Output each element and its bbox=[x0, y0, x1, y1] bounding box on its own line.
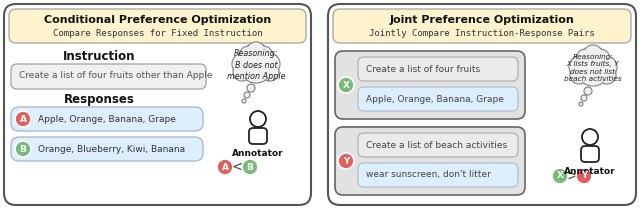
FancyBboxPatch shape bbox=[358, 87, 518, 111]
FancyBboxPatch shape bbox=[358, 57, 518, 81]
Circle shape bbox=[261, 63, 279, 81]
Circle shape bbox=[582, 129, 598, 145]
Circle shape bbox=[571, 67, 588, 83]
Text: wear sunscreen, don't litter: wear sunscreen, don't litter bbox=[366, 171, 491, 180]
Circle shape bbox=[552, 168, 568, 184]
Circle shape bbox=[599, 67, 615, 83]
Circle shape bbox=[246, 42, 266, 62]
Circle shape bbox=[239, 46, 259, 66]
Text: Conditional Preference Optimization: Conditional Preference Optimization bbox=[44, 15, 271, 25]
Circle shape bbox=[595, 56, 617, 78]
Circle shape bbox=[577, 53, 609, 85]
Circle shape bbox=[217, 159, 233, 175]
FancyBboxPatch shape bbox=[335, 51, 525, 119]
Circle shape bbox=[584, 87, 592, 95]
Circle shape bbox=[239, 49, 273, 83]
Circle shape bbox=[584, 46, 602, 64]
FancyBboxPatch shape bbox=[335, 127, 525, 195]
Circle shape bbox=[590, 49, 610, 69]
Circle shape bbox=[258, 53, 280, 75]
FancyBboxPatch shape bbox=[11, 107, 203, 131]
Circle shape bbox=[253, 46, 273, 66]
Circle shape bbox=[247, 43, 265, 61]
Circle shape bbox=[338, 77, 354, 93]
FancyBboxPatch shape bbox=[358, 133, 518, 157]
FancyBboxPatch shape bbox=[4, 4, 311, 205]
FancyBboxPatch shape bbox=[249, 128, 267, 144]
Circle shape bbox=[242, 99, 246, 103]
Circle shape bbox=[577, 50, 595, 68]
Circle shape bbox=[15, 141, 31, 157]
Circle shape bbox=[579, 102, 583, 106]
Circle shape bbox=[233, 54, 253, 74]
Circle shape bbox=[244, 92, 250, 98]
Circle shape bbox=[15, 111, 31, 127]
Circle shape bbox=[234, 64, 250, 80]
Text: B: B bbox=[20, 144, 26, 153]
FancyBboxPatch shape bbox=[11, 64, 206, 89]
Text: Create a list of four fruits: Create a list of four fruits bbox=[366, 65, 480, 74]
FancyBboxPatch shape bbox=[9, 9, 306, 43]
Circle shape bbox=[598, 66, 616, 84]
Circle shape bbox=[570, 66, 588, 84]
Text: Reasoning:
B does not
mention Apple: Reasoning: B does not mention Apple bbox=[227, 49, 285, 81]
FancyBboxPatch shape bbox=[358, 163, 518, 187]
Circle shape bbox=[250, 111, 266, 127]
Circle shape bbox=[576, 168, 592, 184]
Text: Joint Preference Optimization: Joint Preference Optimization bbox=[390, 15, 574, 25]
Text: >: > bbox=[566, 169, 578, 183]
Circle shape bbox=[233, 63, 251, 81]
FancyBboxPatch shape bbox=[333, 9, 631, 43]
Text: Annotator: Annotator bbox=[564, 167, 616, 176]
Text: A: A bbox=[221, 163, 228, 172]
Circle shape bbox=[570, 57, 590, 77]
Text: Apple, Orange, Banana, Grape: Apple, Orange, Banana, Grape bbox=[366, 94, 504, 103]
Text: Reasoning:
X lists fruits, Y
does not list
beach activities: Reasoning: X lists fruits, Y does not li… bbox=[564, 54, 622, 82]
Text: A: A bbox=[19, 115, 26, 124]
FancyBboxPatch shape bbox=[328, 4, 636, 205]
Text: X: X bbox=[342, 80, 349, 89]
Circle shape bbox=[262, 64, 278, 80]
Circle shape bbox=[338, 153, 354, 169]
Text: Y: Y bbox=[581, 172, 587, 181]
Text: Apple, Orange, Banana, Grape: Apple, Orange, Banana, Grape bbox=[38, 115, 176, 124]
Circle shape bbox=[240, 50, 272, 82]
Circle shape bbox=[583, 45, 603, 65]
Circle shape bbox=[232, 53, 254, 75]
Circle shape bbox=[591, 50, 609, 68]
Circle shape bbox=[576, 52, 610, 86]
Circle shape bbox=[254, 47, 272, 65]
FancyBboxPatch shape bbox=[581, 146, 599, 162]
Text: <: < bbox=[231, 160, 243, 174]
Text: Orange, Blueberry, Kiwi, Banana: Orange, Blueberry, Kiwi, Banana bbox=[38, 144, 185, 153]
Circle shape bbox=[581, 95, 587, 101]
Circle shape bbox=[569, 56, 591, 78]
Circle shape bbox=[596, 57, 616, 77]
Text: Create a list of four fruits other than Apple: Create a list of four fruits other than … bbox=[19, 71, 212, 80]
Circle shape bbox=[247, 84, 255, 92]
Text: Annotator: Annotator bbox=[232, 149, 284, 158]
Circle shape bbox=[259, 54, 279, 74]
Text: Compare Responses for Fixed Instruction: Compare Responses for Fixed Instruction bbox=[52, 28, 262, 37]
FancyBboxPatch shape bbox=[11, 137, 203, 161]
Text: Instruction: Instruction bbox=[63, 50, 135, 62]
Text: Y: Y bbox=[343, 157, 349, 166]
Circle shape bbox=[242, 159, 258, 175]
Circle shape bbox=[576, 49, 596, 69]
Text: B: B bbox=[246, 163, 253, 172]
Text: Jointly Compare Instruction-Response Pairs: Jointly Compare Instruction-Response Pai… bbox=[369, 28, 595, 37]
Circle shape bbox=[240, 47, 258, 65]
Text: X: X bbox=[557, 172, 563, 181]
Text: Responses: Responses bbox=[63, 93, 134, 107]
Text: Create a list of beach activities: Create a list of beach activities bbox=[366, 140, 507, 149]
